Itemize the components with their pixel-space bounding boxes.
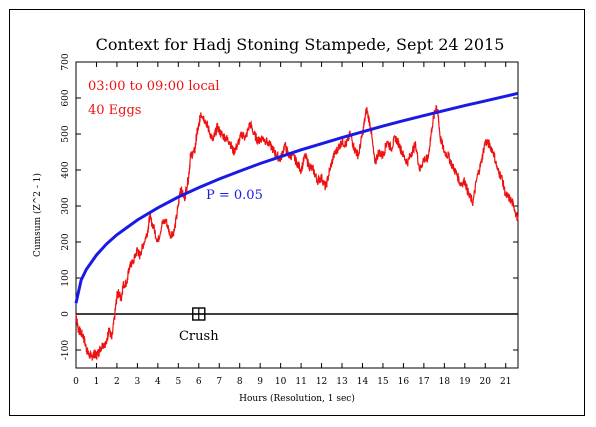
x-tick-label: 3 — [135, 377, 141, 387]
x-tick-label: 2 — [114, 377, 120, 387]
plot-area — [75, 61, 519, 369]
x-tick-label: 18 — [439, 377, 451, 387]
x-tick-label: 0 — [73, 377, 79, 387]
y-tick-label: 400 — [61, 161, 71, 178]
y-tick-label: 600 — [61, 89, 71, 106]
plot-box — [75, 61, 519, 369]
y-tick-label: 100 — [61, 269, 71, 286]
x-axis-ticks: 0 1 2 3 4 5 6 7 8 9 10 11 12 13 14 15 16 17 18 19 20 21 — [73, 62, 511, 387]
x-tick-label: 12 — [316, 377, 327, 387]
x-tick-label: 9 — [257, 377, 263, 387]
x-axis-label: Hours (Resolution, 1 sec) — [239, 393, 355, 404]
y-tick-label: 500 — [61, 125, 71, 142]
x-tick-label: 4 — [155, 377, 161, 387]
annotation-eggs: 40 Eggs — [88, 103, 141, 118]
annotation-probability: P = 0.05 — [206, 188, 263, 203]
y-axis-label: Cumsum (Z^2 - 1) — [32, 173, 43, 257]
y-tick-label: 700 — [61, 53, 71, 70]
y-tick-label: 200 — [61, 233, 71, 250]
x-tick-label: 8 — [237, 377, 243, 387]
series-line-cumsum — [75, 104, 519, 361]
x-tick-label: 21 — [500, 377, 511, 387]
x-tick-label: 17 — [418, 377, 430, 387]
x-tick-label: 20 — [480, 377, 492, 387]
annotation-event: Crush — [179, 329, 219, 344]
annotation-window: 03:00 to 09:00 local — [88, 79, 220, 94]
event-marker-icon — [192, 307, 206, 321]
x-tick-label: 7 — [216, 377, 222, 387]
x-tick-label: 6 — [196, 377, 202, 387]
y-tick-label: 300 — [61, 197, 71, 214]
x-tick-label: 5 — [175, 377, 181, 387]
x-tick-label: 11 — [295, 377, 306, 387]
chart-frame — [9, 9, 585, 416]
x-tick-label: 1 — [94, 377, 100, 387]
x-tick-label: 19 — [459, 377, 471, 387]
x-tick-label: 16 — [398, 377, 410, 387]
x-tick-label: 15 — [377, 377, 389, 387]
x-tick-label: 10 — [275, 377, 287, 387]
series-line-probability — [74, 91, 519, 304]
y-tick-label: 0 — [61, 311, 71, 317]
x-tick-label: 13 — [336, 377, 348, 387]
y-tick-label: -100 — [61, 340, 71, 360]
x-tick-label: 14 — [357, 377, 369, 387]
chart-title: Context for Hadj Stoning Stampede, Sept … — [96, 35, 505, 54]
